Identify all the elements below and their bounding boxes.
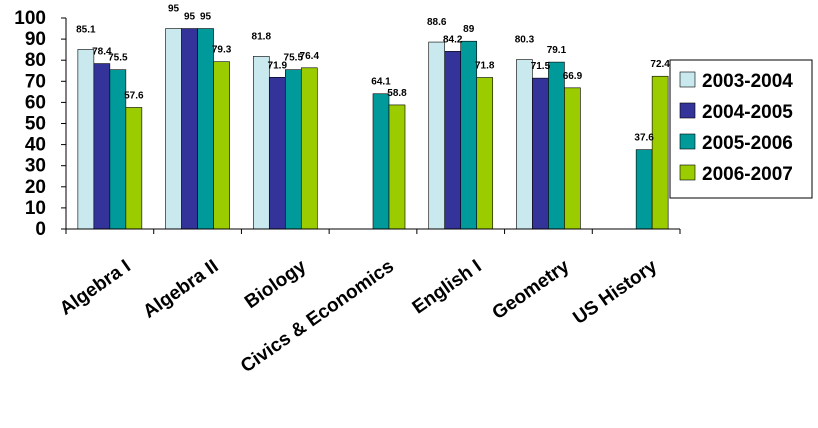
bar xyxy=(635,149,653,230)
x-tick-label: English I xyxy=(409,256,486,319)
data-label: 95 xyxy=(184,12,196,23)
x-tick-label: Algebra II xyxy=(139,256,222,323)
data-label: 95 xyxy=(200,12,212,23)
y-tick-label: 30 xyxy=(25,156,46,177)
bar xyxy=(268,76,286,230)
y-tick-label: 80 xyxy=(25,50,46,71)
bar xyxy=(651,75,669,230)
x-tick-label: Algebra I xyxy=(56,256,135,320)
data-label: 72.4 xyxy=(650,59,670,70)
data-label: 79.3 xyxy=(212,45,232,56)
bar xyxy=(516,59,533,230)
data-label: 88.6 xyxy=(427,17,447,28)
y-tick-label: 90 xyxy=(25,29,46,50)
legend-label: 2006-2007 xyxy=(702,164,793,185)
data-label: 75.5 xyxy=(284,53,304,64)
data-label: 57.6 xyxy=(124,90,144,101)
bars xyxy=(77,28,669,230)
y-tick-label: 50 xyxy=(25,114,46,135)
data-label: 95 xyxy=(168,4,180,15)
data-label: 75.5 xyxy=(108,53,128,64)
data-label: 66.9 xyxy=(563,71,583,82)
bar xyxy=(181,28,198,230)
x-tick-label: Geometry xyxy=(489,256,574,324)
legend-label: 2005-2006 xyxy=(702,133,793,154)
bar xyxy=(372,93,390,230)
legend-swatch xyxy=(679,164,696,181)
bar xyxy=(93,63,111,230)
data-label: 85.1 xyxy=(76,24,96,35)
x-tick-label: Biology xyxy=(241,256,310,313)
bar xyxy=(564,87,581,230)
data-label: 79.1 xyxy=(547,45,567,56)
data-label: 37.6 xyxy=(634,133,654,144)
bar xyxy=(444,51,462,230)
data-label: 89 xyxy=(463,24,475,35)
data-label: 81.8 xyxy=(252,31,272,42)
legend: 2003-2004 2004-2005 2005-2006 2006-2007 xyxy=(669,59,813,199)
legend-label: 2003-2004 xyxy=(702,71,793,92)
y-tick-label: 0 xyxy=(35,219,46,240)
data-label: 84.2 xyxy=(443,34,463,45)
bar xyxy=(388,104,406,230)
bar xyxy=(476,77,494,230)
y-tick-label: 70 xyxy=(25,71,46,92)
data-label: 64.1 xyxy=(371,77,391,88)
bar xyxy=(252,56,270,230)
data-label: 71.8 xyxy=(475,61,495,72)
legend-label: 2004-2005 xyxy=(702,102,793,123)
y-tick-label: 60 xyxy=(25,92,46,113)
legend-swatch xyxy=(679,71,696,88)
bar xyxy=(77,49,95,230)
legend-swatch xyxy=(679,133,696,150)
y-tick-label: 100 xyxy=(14,8,46,29)
bar xyxy=(165,28,182,230)
x-tick-label: US History xyxy=(569,256,661,329)
y-tick-label: 40 xyxy=(25,135,46,156)
data-label: 78.4 xyxy=(92,47,112,58)
y-tick-label: 10 xyxy=(25,198,46,219)
data-label: 71.5 xyxy=(531,61,551,72)
legend-swatch xyxy=(679,102,696,119)
y-tick-label: 20 xyxy=(25,177,46,198)
data-label: 58.8 xyxy=(387,88,407,99)
bar xyxy=(284,69,302,230)
bar xyxy=(213,61,230,230)
bar xyxy=(300,67,318,230)
bar xyxy=(532,77,549,230)
data-label: 71.9 xyxy=(268,60,288,71)
bar xyxy=(125,107,143,230)
bar xyxy=(548,61,565,230)
bar xyxy=(428,41,446,230)
x-tick-label: Civics & Economics xyxy=(237,256,398,377)
data-label: 80.3 xyxy=(515,35,535,46)
data-label: 76.4 xyxy=(300,51,320,62)
bar xyxy=(197,28,214,230)
